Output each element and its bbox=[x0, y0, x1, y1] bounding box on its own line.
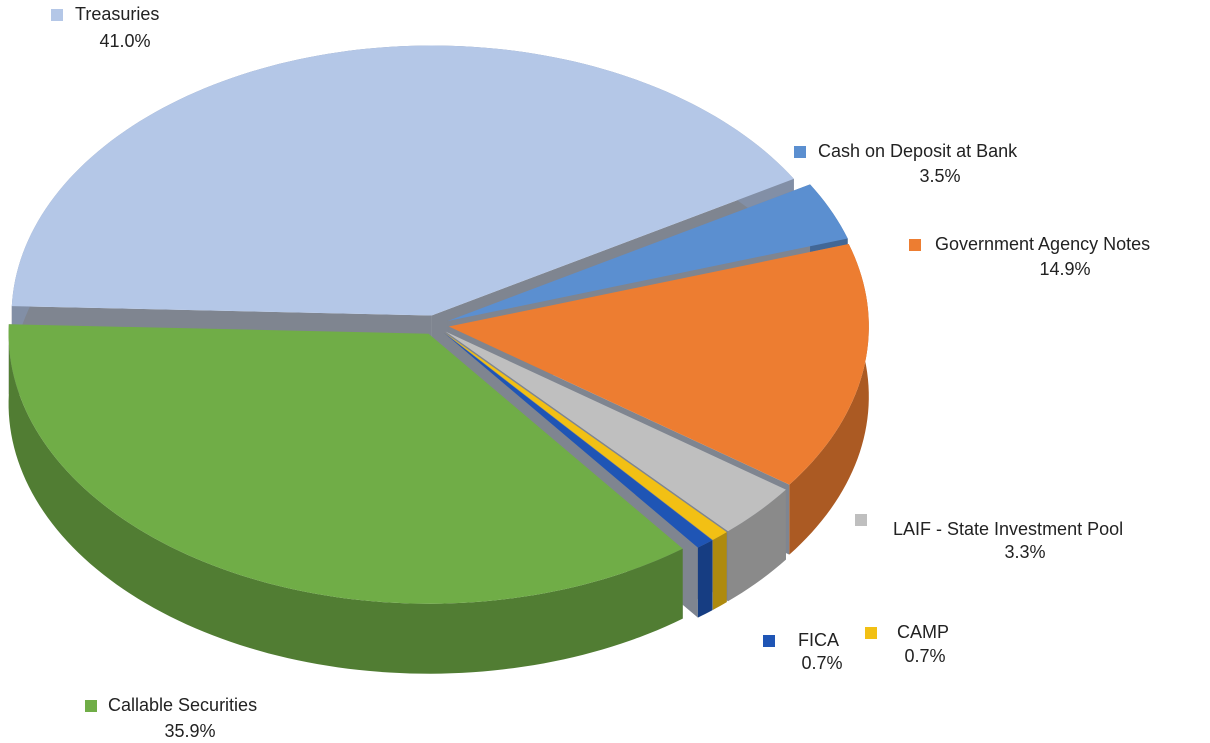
legend-label: Cash on Deposit at Bank bbox=[818, 141, 1018, 161]
slice bbox=[443, 332, 713, 548]
legend-swatch bbox=[85, 700, 97, 712]
slice bbox=[445, 331, 786, 532]
legend-label: FICA bbox=[798, 630, 839, 650]
slice-side bbox=[789, 243, 869, 555]
data-label: 35.9% bbox=[164, 721, 215, 741]
slice bbox=[448, 243, 869, 485]
slice bbox=[447, 184, 848, 321]
legend-swatch bbox=[865, 627, 877, 639]
data-label: 3.3% bbox=[1004, 542, 1045, 562]
legend-label: CAMP bbox=[897, 622, 949, 642]
slice-side bbox=[727, 489, 786, 602]
legend-swatch bbox=[909, 239, 921, 251]
legend-swatch bbox=[763, 635, 775, 647]
slice-side bbox=[697, 540, 713, 618]
legend-label: Government Agency Notes bbox=[935, 234, 1150, 254]
legend-swatch bbox=[794, 146, 806, 158]
slice bbox=[444, 332, 727, 540]
data-label: 0.7% bbox=[801, 653, 842, 673]
data-label: 0.7% bbox=[904, 646, 945, 666]
slice-tops bbox=[8, 45, 869, 604]
slice bbox=[11, 45, 794, 316]
slice-side bbox=[712, 532, 727, 610]
legend-label: LAIF - State Investment Pool bbox=[893, 519, 1123, 539]
legend-swatch bbox=[51, 9, 63, 21]
legend-swatch bbox=[855, 514, 867, 526]
data-label: 41.0% bbox=[99, 31, 150, 51]
data-label: 3.5% bbox=[919, 166, 960, 186]
slice-side bbox=[8, 324, 683, 674]
legend-label: Treasuries bbox=[75, 4, 159, 24]
slice bbox=[8, 324, 683, 604]
legend-label: Callable Securities bbox=[108, 695, 257, 715]
data-label: 14.9% bbox=[1039, 259, 1090, 279]
